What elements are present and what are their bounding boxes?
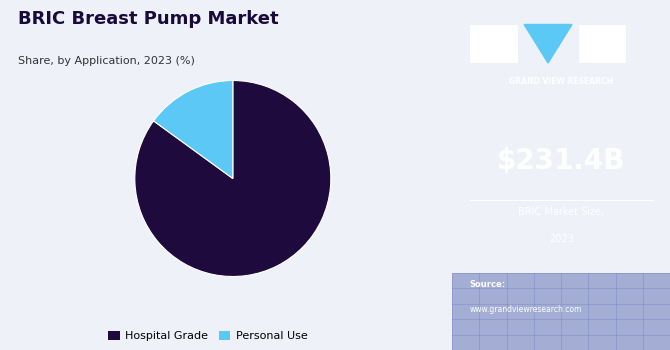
Text: www.grandviewresearch.com: www.grandviewresearch.com bbox=[470, 304, 582, 314]
FancyBboxPatch shape bbox=[470, 25, 518, 63]
FancyBboxPatch shape bbox=[452, 273, 670, 350]
Text: 2023: 2023 bbox=[549, 234, 574, 245]
Text: BRIC Breast Pump Market: BRIC Breast Pump Market bbox=[18, 10, 279, 28]
FancyBboxPatch shape bbox=[579, 25, 626, 63]
Wedge shape bbox=[135, 80, 331, 276]
Text: BRIC Market Size,: BRIC Market Size, bbox=[518, 206, 604, 217]
Text: GRAND VIEW RESEARCH: GRAND VIEW RESEARCH bbox=[509, 77, 613, 86]
Text: Share, by Application, 2023 (%): Share, by Application, 2023 (%) bbox=[18, 56, 195, 66]
Polygon shape bbox=[524, 25, 572, 63]
Wedge shape bbox=[153, 80, 233, 178]
Text: $231.4B: $231.4B bbox=[497, 147, 625, 175]
Legend: Hospital Grade, Personal Use: Hospital Grade, Personal Use bbox=[109, 330, 308, 341]
Text: Source:: Source: bbox=[470, 280, 506, 289]
